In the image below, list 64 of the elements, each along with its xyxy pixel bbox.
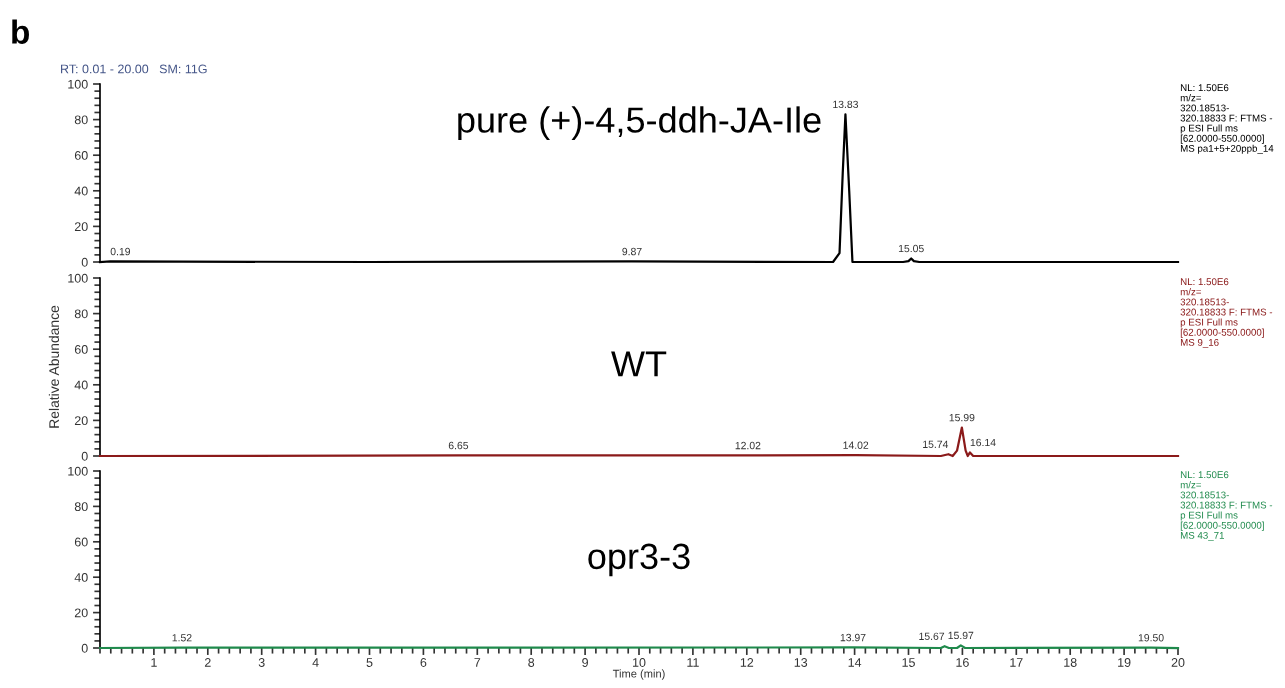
text: pure (+)-4,5-ddh-JA-Ile [458,106,821,140]
annotation: 15.74 [923,440,949,448]
x-tick-label: 8 [528,658,535,667]
y-tick-label: 40 [74,380,88,390]
x-tick-label: 9 [582,658,588,667]
x-tick-label: 12 [740,658,754,667]
y-tick-label: 20 [74,608,88,618]
y-tick-label: 60 [74,537,88,547]
text: NL: 1.50E6 m/z= 320.18513- 320.18833 F: FTMS - p ESI Full ms [62.0000-550.0000] MS 9_16 [1180,278,1273,348]
x-tick-label: 16 [956,658,969,667]
y-tick-label: 80 [74,115,88,125]
text: NL: 1.50E6 m/z= 320.18513- 320.18833 F: FTMS - p ESI Full ms [62.0000-550.0000] MS 43_71 [1180,471,1273,541]
annotation: 15.67 [919,632,945,640]
x-tick-label: 17 [1010,658,1023,667]
annotation: 14.02 [843,441,869,449]
text: WT [611,351,667,377]
annotation: 15.99 [949,413,975,422]
x-tick-label: 13 [794,658,808,667]
y-tick-label: 100 [68,79,88,89]
y-tick-label: 80 [74,309,88,319]
y-tick-label: 60 [74,345,88,354]
x-tick-label: 4 [312,658,319,667]
annotation: 9.87 [622,247,642,256]
annotation: 1.52 [172,634,192,642]
y-tick-label: 40 [74,186,88,196]
x-tick-label: 1 [151,658,157,667]
y-tick-label: 40 [74,573,88,582]
line-series [98,426,1180,458]
x-tick-label: 5 [366,658,373,667]
text: RT: 0.01 - 20.00 SM: 11G [61,64,207,74]
annotation: 0.19 [110,247,131,256]
annotation: 15.97 [948,631,974,640]
y-tick-label: 60 [74,151,88,160]
x-tick-label: 7 [474,658,481,667]
x-tick-label: 10 [633,658,646,667]
x-tick-label: 6 [420,658,427,667]
text: b [12,19,29,44]
y-tick-label: 0 [81,451,88,461]
annotation: 12.02 [735,441,761,450]
x-tick-label: 14 [848,658,862,667]
x-tick-label: 2 [204,658,211,667]
x-tick-label: 19 [1118,658,1131,667]
annotation: 19.50 [1138,634,1164,642]
annotation: 13.83 [833,100,859,109]
y-tick-label: 80 [74,502,88,512]
annotation: 6.65 [448,441,469,450]
annotation: 13.97 [840,633,866,642]
x-tick-label: 15 [902,658,915,667]
x-tick-label: 3 [258,658,265,667]
y-tick-label: 20 [74,222,88,232]
y-tick-label: 20 [74,416,88,426]
x-tick-label: 11 [687,658,699,667]
x-axis-title: Time (min) [612,669,665,680]
x-tick-label: 20 [1171,658,1185,667]
y-tick-label: 0 [81,257,88,267]
y-tick-label: 0 [81,643,88,653]
annotation: 16.14 [970,438,996,447]
annotation: 15.05 [898,244,924,253]
y-tick-label: 100 [68,466,88,476]
y-tick-label: 100 [68,273,88,283]
text: NL: 1.50E6 m/z= 320.18513- 320.18833 F: FTMS - p ESI Full ms [62.0000-550.0000] MS pa1+5+20ppb_14 [1180,84,1274,154]
text: opr3-3 [588,543,690,577]
x-tick-label: 18 [1064,658,1077,667]
y-axis-title: Relative Abundance [48,305,60,428]
